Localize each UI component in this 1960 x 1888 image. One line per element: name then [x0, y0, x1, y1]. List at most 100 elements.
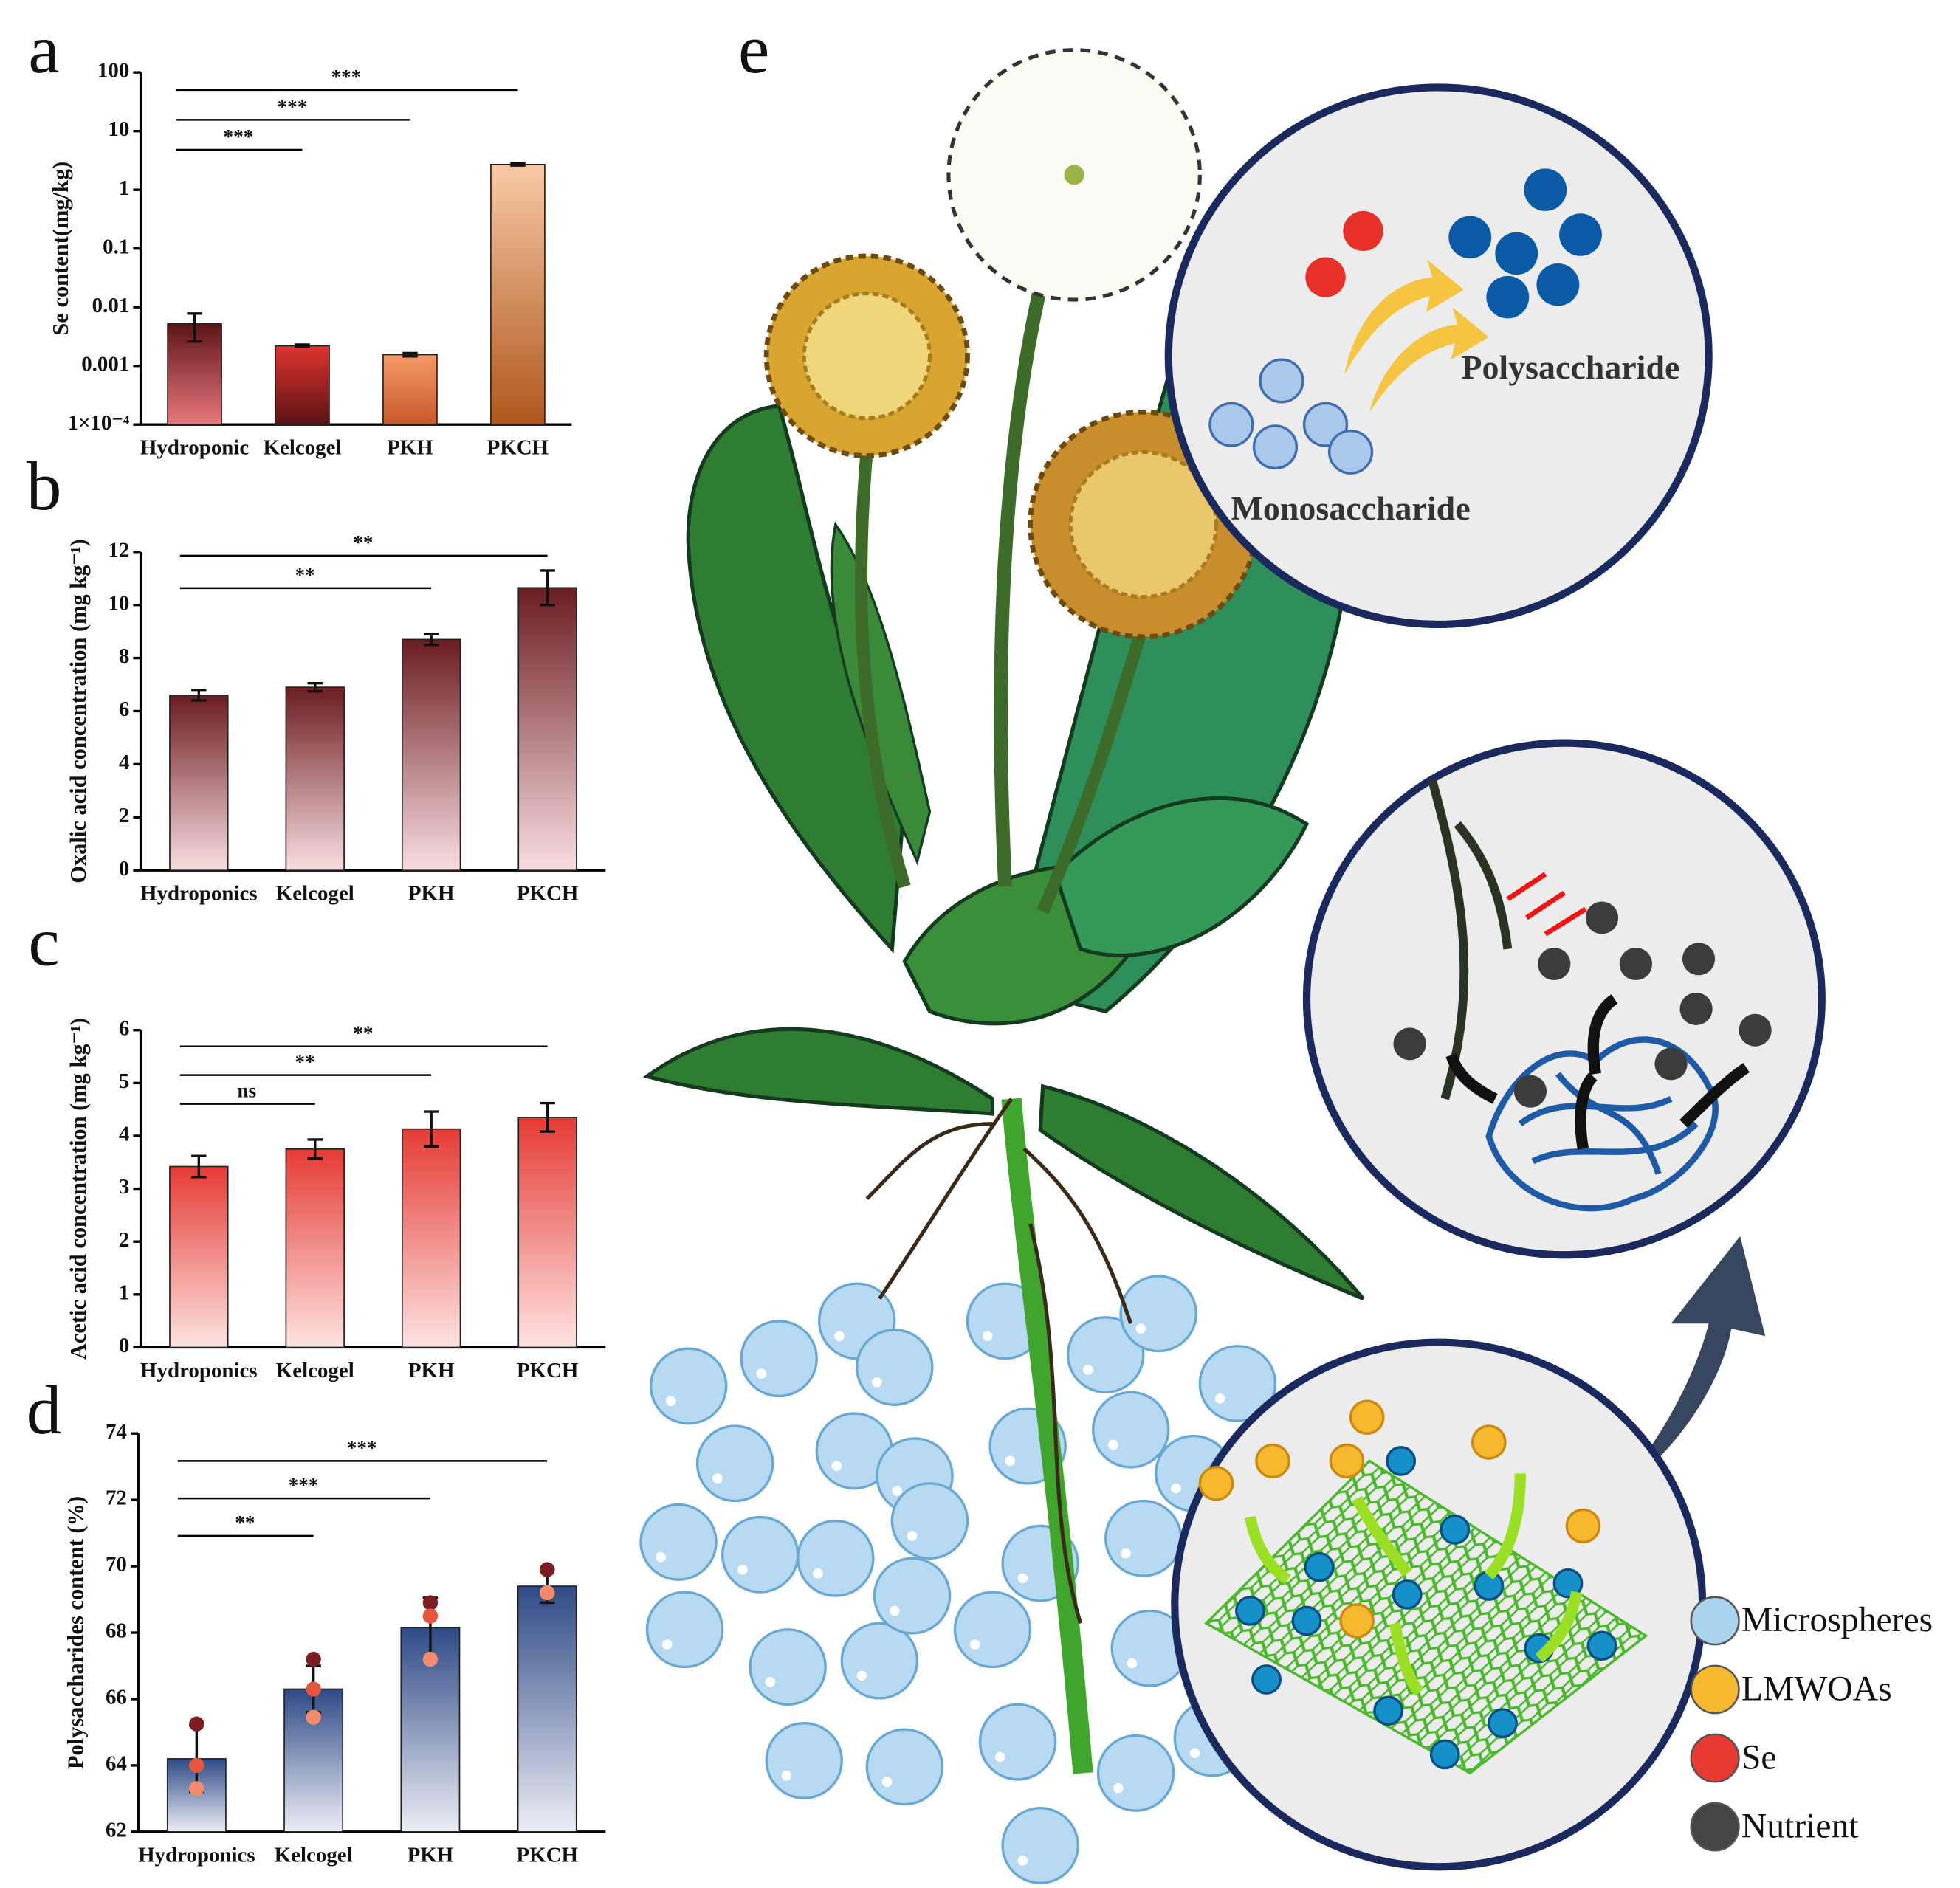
rootlets	[865, 1098, 1133, 1625]
microsphere	[1091, 1391, 1170, 1469]
x-tick-label: Hydroponics	[140, 882, 258, 906]
y-tick-label: 10	[108, 591, 129, 615]
microsphere-highlight	[1171, 1483, 1181, 1494]
x-tick-label: PKCH	[517, 882, 579, 906]
y-tick-label: 6	[119, 697, 129, 721]
se-particle	[1343, 210, 1383, 252]
root-tip	[1428, 779, 1513, 1100]
microsphere	[749, 1628, 827, 1706]
lmwoa-particles	[1198, 1399, 1601, 1639]
microsphere-highlight	[881, 1777, 893, 1787]
legend: Microspheres LMWOAs Se Nutrient	[1690, 1596, 1933, 1852]
y-tick-label: 4	[119, 1123, 129, 1146]
microsphere-highlight	[831, 1461, 842, 1471]
bar	[490, 164, 546, 426]
bar	[285, 686, 345, 872]
microsphere	[856, 1329, 934, 1406]
x-tick-label: PKCH	[516, 1843, 578, 1867]
error-bar	[402, 351, 418, 358]
panel-label: d	[27, 1371, 62, 1449]
chart: d 62 64 66 68 70 72 74 Polysaccharides content (…	[27, 1371, 606, 1867]
x-tick-label: PKH	[408, 1359, 455, 1382]
microsphere	[865, 1728, 944, 1806]
microsphere-highlight	[892, 1486, 902, 1496]
error-bar	[191, 689, 207, 702]
microsphere	[1001, 1807, 1079, 1884]
microsphere-highlight	[982, 1331, 993, 1341]
y-tick-label: 68	[106, 1619, 127, 1643]
error-bar	[187, 312, 202, 343]
significance-label: **	[235, 1512, 255, 1534]
chart: a 100 10 1 0.1 0.01 0.001 1×10⁻⁴ Se content(mg/k…	[28, 10, 572, 460]
chart: b 0 2 4 6 8 10 12 Oxalic acid concentration (mg …	[27, 447, 606, 906]
microsphere-highlight	[1017, 1573, 1028, 1584]
legend-label: LMWOAs	[1741, 1670, 1892, 1708]
chart: c 0 1 2 3 4 5 6 Acetic acid concentration (mg kg…	[28, 903, 606, 1382]
y-tick-label: 10	[108, 117, 129, 141]
microsphere	[1096, 1734, 1175, 1812]
bar	[285, 1148, 345, 1348]
microsphere-highlight	[1135, 1323, 1146, 1334]
x-tick-label: Kelcogel	[264, 436, 342, 460]
y-tick-label: 66	[106, 1686, 127, 1709]
y-tick-label: 12	[108, 538, 129, 562]
microsphere	[873, 1557, 952, 1635]
x-tick-label: Kelcogel	[276, 1359, 354, 1382]
significance-label: ***	[331, 66, 361, 88]
flower-inner	[802, 292, 932, 421]
bar	[382, 354, 438, 426]
microsphere	[890, 1482, 969, 1560]
y-tick-label: 1	[119, 176, 129, 200]
microsphere	[1104, 1499, 1183, 1577]
flow-arrows	[1244, 1473, 1583, 1696]
data-point	[189, 1716, 204, 1732]
microsphere-highlight	[737, 1564, 748, 1575]
y-tick-label: 0.1	[103, 235, 129, 258]
error-bar	[423, 1110, 439, 1148]
y-tick-label: 4	[119, 751, 129, 774]
microsphere-highlight	[889, 1605, 900, 1616]
y-axis-title: Acetic acid concentration (mg kg⁻¹)	[66, 1018, 91, 1360]
panel-label: c	[28, 903, 59, 981]
illustration: e Polysaccharide	[639, 10, 1933, 1884]
error-bar	[307, 682, 323, 693]
y-tick-label: 72	[106, 1486, 127, 1510]
microsphere-highlight	[994, 1751, 1005, 1763]
leaf	[642, 1027, 995, 1116]
bar	[401, 1128, 461, 1348]
x-tick-label: PKH	[387, 436, 433, 460]
panel-label: a	[28, 10, 59, 88]
y-tick-label: 6	[119, 1016, 129, 1040]
x-tick-label: Hydroponics	[140, 1359, 258, 1382]
bar	[169, 1165, 229, 1348]
bar	[517, 1117, 577, 1348]
microsphere-highlight	[666, 1396, 676, 1406]
error-bar	[540, 1101, 555, 1133]
microsphere-highlight	[907, 1531, 918, 1541]
data-point	[189, 1781, 204, 1796]
microsphere-highlight	[1017, 1856, 1028, 1866]
significance-label: ***	[289, 1474, 319, 1496]
x-tick-label: PKH	[408, 1843, 454, 1867]
seed-head-center	[1064, 165, 1084, 185]
x-tick-label: PKH	[408, 882, 455, 906]
microsphere	[765, 1721, 843, 1799]
microsphere-highlight	[1005, 1455, 1016, 1467]
nutrient-particles	[1393, 901, 1772, 1108]
microsphere-highlight	[1113, 1782, 1124, 1794]
y-tick-label: 74	[106, 1420, 127, 1444]
error-bar	[307, 1138, 323, 1160]
bar	[517, 1585, 577, 1833]
microsphere-highlight	[1083, 1365, 1093, 1375]
microsphere	[649, 1347, 728, 1425]
leaf	[1038, 1083, 1365, 1300]
microsphere	[721, 1515, 800, 1594]
error-bar	[510, 162, 526, 167]
microsphere-highlight	[1214, 1393, 1225, 1404]
data-point	[539, 1585, 555, 1601]
error-bar	[191, 1154, 207, 1179]
monosaccharide-particles	[1208, 358, 1374, 475]
process-arrow	[1608, 1236, 1766, 1499]
